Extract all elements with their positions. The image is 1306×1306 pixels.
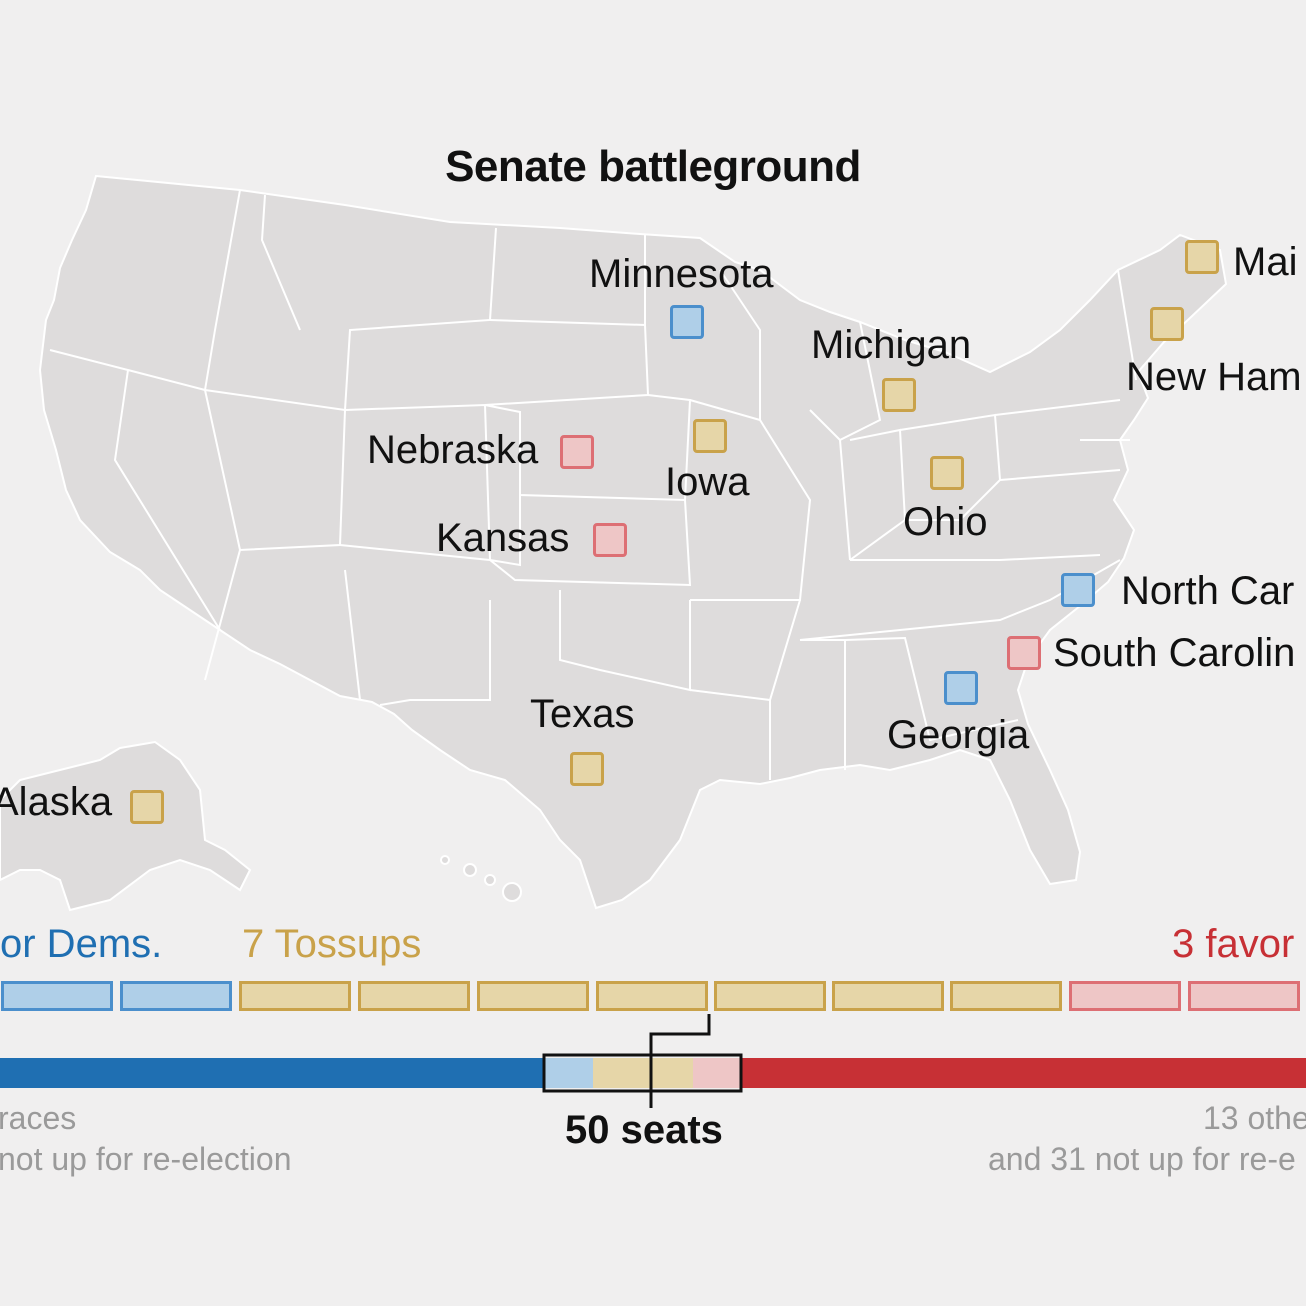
border-line — [204, 189, 241, 391]
hawaii-island — [484, 874, 496, 886]
border-line — [204, 389, 346, 552]
border-line — [484, 394, 692, 502]
seat-cell — [1, 981, 113, 1011]
border-line — [844, 636, 1019, 742]
us-mainland-shape — [38, 174, 1228, 910]
contiguous-us — [38, 174, 1228, 910]
state-marker-alaska — [130, 790, 164, 824]
hawaii-island — [440, 855, 450, 865]
state-borders — [49, 189, 1137, 780]
border-line — [689, 399, 812, 601]
seat-cell — [358, 981, 470, 1011]
state-marker-texas — [570, 752, 604, 786]
border-line — [260, 194, 301, 331]
right-note-line1: 13 othe — [1203, 1100, 1306, 1136]
border-line — [999, 469, 1121, 481]
border-line — [204, 227, 497, 412]
us-map — [0, 174, 1228, 912]
tossup-group-label: 7 Tossups — [242, 922, 422, 966]
state-marker-iowa — [693, 419, 727, 453]
hawaii-island — [502, 882, 522, 902]
state-label-texas: Texas — [530, 692, 635, 736]
state-label-new-hampshire: New Ham — [1126, 355, 1302, 399]
border-line — [719, 269, 761, 420]
hawaii-island — [463, 863, 477, 877]
state-marker-maine — [1185, 240, 1219, 274]
seat-cell — [239, 981, 351, 1011]
state-marker-minnesota — [670, 305, 704, 339]
seat-cell — [1069, 981, 1181, 1011]
border-line — [489, 499, 692, 587]
left-note-line1: races — [0, 1100, 77, 1136]
seat-cell — [120, 981, 232, 1011]
state-label-nebraska: Nebraska — [367, 428, 539, 472]
rep-group-label: 3 favor — [1172, 922, 1295, 966]
state-marker-ohio — [930, 456, 964, 490]
state-label-kansas: Kansas — [436, 516, 570, 560]
alaska — [0, 740, 252, 912]
state-label-georgia: Georgia — [887, 713, 1030, 757]
border-line — [379, 600, 491, 706]
state-label-minnesota: Minnesota — [589, 252, 774, 296]
dem-seats-bar — [0, 1058, 545, 1088]
border-line — [113, 369, 221, 631]
right-note-line2: and 31 not up for re-e — [988, 1141, 1296, 1177]
state-label-maine: Mai — [1233, 240, 1298, 284]
seat-cell — [714, 981, 826, 1011]
state-label-south-carolina: South Carolin — [1053, 631, 1296, 675]
border-line — [1117, 269, 1137, 381]
tossup-seats-bar — [593, 1058, 693, 1088]
rep-lean-seats-bar — [693, 1058, 741, 1088]
border-line — [839, 321, 882, 441]
border-line — [204, 549, 241, 681]
state-marker-north-carolina — [1061, 573, 1095, 607]
border-line — [559, 590, 691, 692]
seat-cell — [1188, 981, 1300, 1011]
border-line — [849, 428, 907, 561]
seat-cell — [596, 981, 708, 1011]
border-line — [484, 319, 650, 406]
border-line — [344, 569, 361, 701]
state-marker-michigan — [882, 378, 916, 412]
state-label-alaska: Alaska — [0, 780, 113, 824]
state-label-michigan: Michigan — [811, 323, 972, 367]
state-marker-south-carolina — [1007, 636, 1041, 670]
chart-title: Senate battleground — [445, 142, 861, 191]
state-marker-nebraska — [560, 435, 594, 469]
seat-cell — [477, 981, 589, 1011]
dem-lean-seats-bar — [545, 1058, 593, 1088]
border-line — [850, 554, 1101, 561]
majority-seats-label: 50 seats — [565, 1108, 723, 1152]
state-marker-kansas — [593, 523, 627, 557]
seat-cell — [950, 981, 1062, 1011]
state-marker-georgia — [944, 671, 978, 705]
border-line — [339, 403, 492, 562]
state-label-iowa: Iowa — [665, 460, 750, 504]
rep-seats-bar — [741, 1058, 1306, 1088]
dem-group-label: or Dems. — [0, 922, 163, 966]
left-note-line2: not up for re-election — [0, 1141, 292, 1177]
state-label-ohio: Ohio — [903, 500, 988, 544]
state-marker-new-hampshire — [1150, 307, 1184, 341]
seat-cell — [832, 981, 944, 1011]
state-label-north-carolina: North Car — [1121, 569, 1295, 613]
alaska-shape — [0, 740, 252, 912]
hawaii — [440, 855, 522, 902]
border-line — [994, 399, 1121, 416]
border-line — [489, 495, 521, 567]
